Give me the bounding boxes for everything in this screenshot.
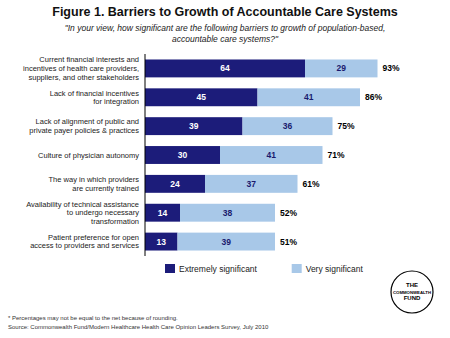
logo-text: COMMONWEALTH [393, 290, 431, 295]
data-label: 41 [304, 92, 314, 102]
logo: THE COMMONWEALTHFUND [391, 271, 433, 313]
data-label: 36 [283, 121, 293, 131]
data-label: 39 [222, 237, 232, 247]
data-label: 38 [223, 208, 233, 218]
total-label: 86% [365, 92, 382, 102]
bar [145, 59, 305, 77]
bar [145, 117, 243, 135]
data-label: 13 [157, 237, 167, 247]
title: Figure 1. Barriers to Growth of Accounta… [52, 5, 398, 19]
category-label: Lack of alignment of public andprivate p… [29, 117, 139, 135]
data-label: 41 [267, 150, 277, 160]
bar [220, 146, 323, 164]
bar [145, 146, 220, 164]
data-label: 64 [220, 63, 230, 73]
data-label: 37 [247, 179, 257, 189]
data-label: 39 [189, 121, 199, 131]
category-label: The way in which providersare currently … [49, 175, 140, 193]
logo-text: THE [406, 282, 418, 288]
data-label: 24 [170, 179, 180, 189]
labels: Current financial interests andincentive… [23, 55, 400, 250]
footnote: * Percentages may not be equal to the ne… [8, 315, 269, 330]
data-label: 30 [178, 150, 188, 160]
bar [243, 117, 333, 135]
logo-circle [391, 271, 433, 313]
data-label: 29 [337, 63, 347, 73]
bar [145, 233, 178, 251]
category-label: Patient preference for openaccess to pro… [30, 233, 139, 251]
logo-text: FUND [404, 295, 421, 301]
total-label: 61% [303, 179, 320, 189]
bar [145, 88, 258, 106]
bar [180, 204, 275, 222]
legend-swatch [165, 264, 175, 273]
bar [305, 59, 378, 77]
subtitle: "In your view, how significant are the f… [65, 23, 386, 44]
data-label: 45 [197, 92, 207, 102]
axis-line [145, 54, 146, 256]
total-label: 52% [280, 208, 297, 218]
bar [145, 204, 180, 222]
bar [178, 233, 276, 251]
legend-entry: Very significant [306, 264, 364, 274]
bars [145, 59, 378, 250]
legend-swatch [292, 264, 302, 273]
total-label: 71% [328, 150, 345, 160]
total-label: 93% [383, 63, 400, 73]
category-label: Lack of financial incentivesfor integrat… [50, 89, 139, 107]
bar [258, 88, 361, 106]
legend: Extremely significant Very significant [165, 264, 364, 274]
chart: Figure 1. Barriers to Growth of Accounta… [0, 0, 450, 338]
total-label: 75% [338, 121, 355, 131]
legend-entry: Extremely significant [179, 264, 258, 274]
category-label: Culture of physician autonomy [38, 151, 139, 160]
total-label: 51% [280, 237, 297, 247]
category-label: Availability of technical assistanceto u… [26, 200, 139, 226]
data-label: 14 [158, 208, 168, 218]
category-label: Current financial interests andincentive… [23, 55, 139, 81]
bar [145, 175, 205, 193]
bar [205, 175, 298, 193]
